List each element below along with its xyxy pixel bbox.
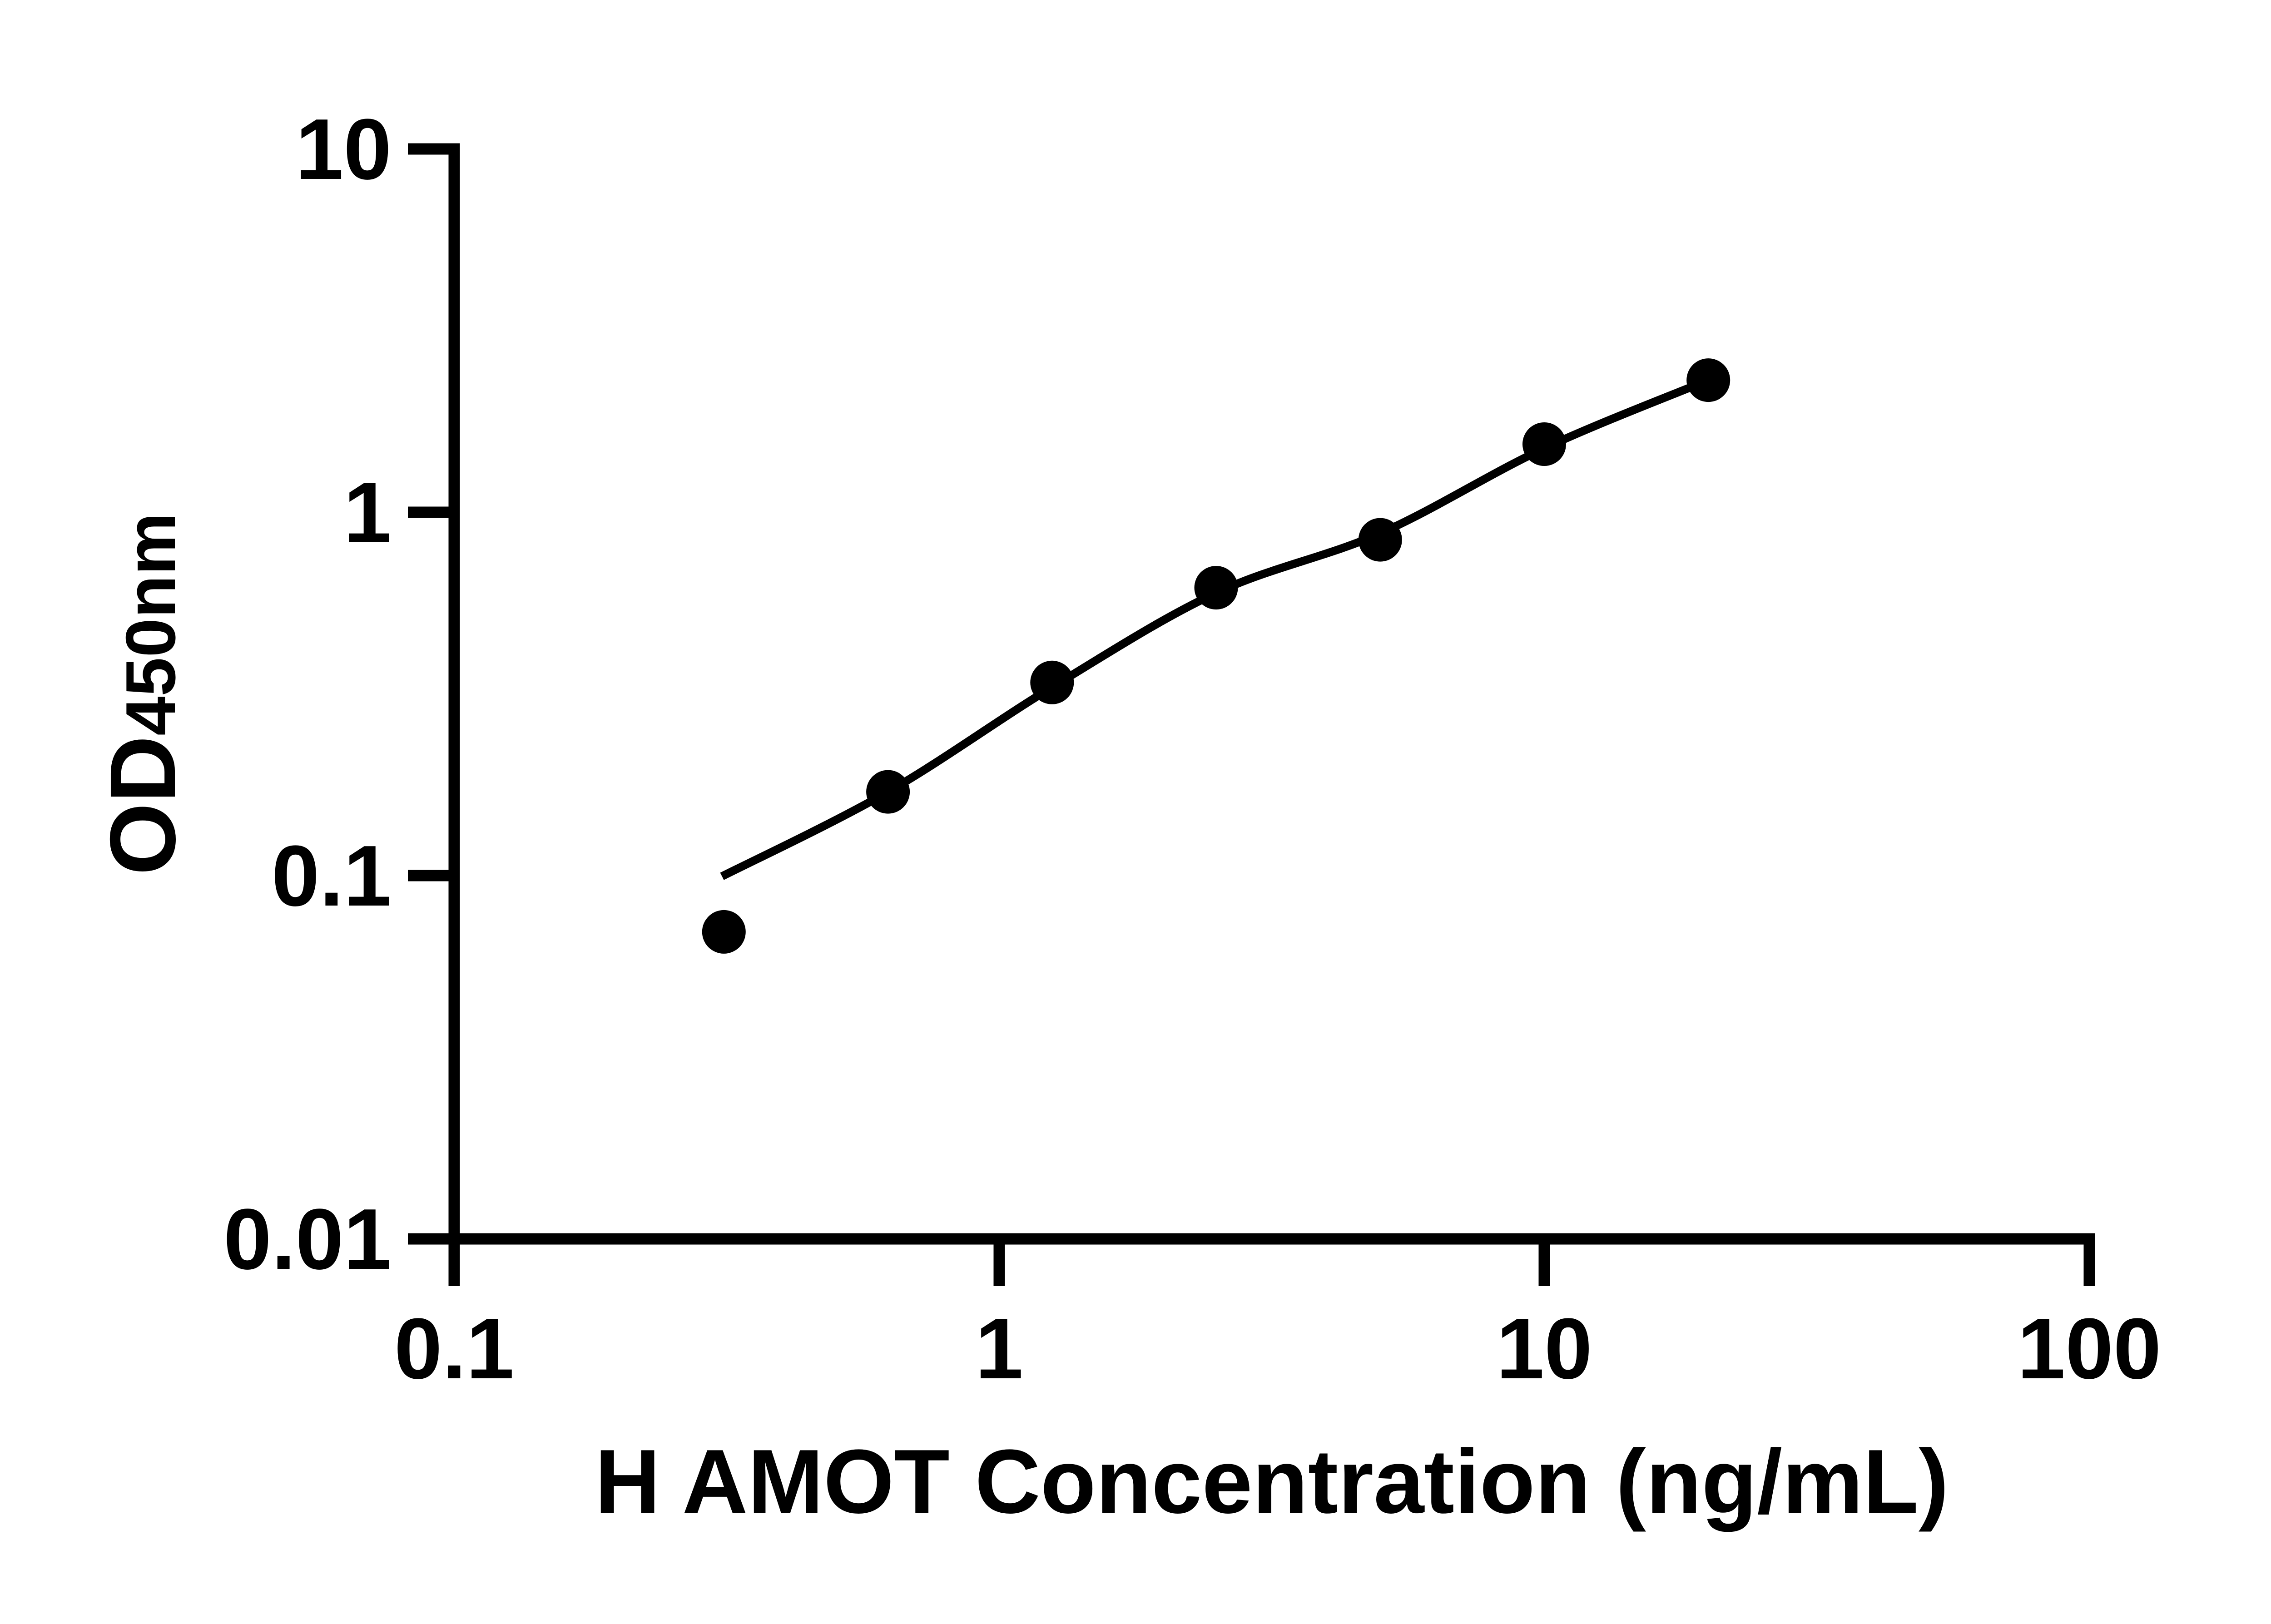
data-point — [1522, 422, 1566, 466]
y-axis-title-subscript: 450nm — [111, 513, 190, 736]
y-tick-label: 0.01 — [223, 1191, 392, 1287]
x-tick-label: 10 — [1496, 1301, 1592, 1397]
plot-layer — [702, 358, 1731, 954]
data-point — [1194, 566, 1238, 610]
y-tick-label: 1 — [343, 465, 392, 561]
data-point — [1358, 518, 1402, 562]
data-point — [866, 770, 910, 814]
x-tick-label: 100 — [2017, 1301, 2161, 1397]
x-axis-title: H AMOT Concentration (ng/mL) — [595, 1431, 1949, 1532]
x-tick-label: 1 — [975, 1301, 1023, 1397]
y-axis-title-main: OD — [91, 736, 195, 876]
data-point — [702, 910, 746, 954]
y-tick-label: 10 — [296, 101, 392, 198]
data-point — [1686, 358, 1731, 402]
x-tick-label: 0.1 — [394, 1301, 514, 1397]
data-point — [1030, 660, 1074, 704]
y-axis-title: OD450nm — [91, 513, 195, 876]
y-tick-label: 0.1 — [272, 828, 392, 924]
